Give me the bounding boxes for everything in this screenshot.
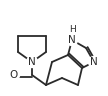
Circle shape <box>67 34 78 46</box>
Circle shape <box>9 70 20 81</box>
Circle shape <box>68 25 76 33</box>
Text: N: N <box>68 35 76 45</box>
Circle shape <box>88 57 99 67</box>
Text: O: O <box>10 70 18 80</box>
Circle shape <box>26 57 37 67</box>
Text: H: H <box>69 24 75 34</box>
Text: N: N <box>28 57 36 67</box>
Text: N: N <box>90 57 98 67</box>
